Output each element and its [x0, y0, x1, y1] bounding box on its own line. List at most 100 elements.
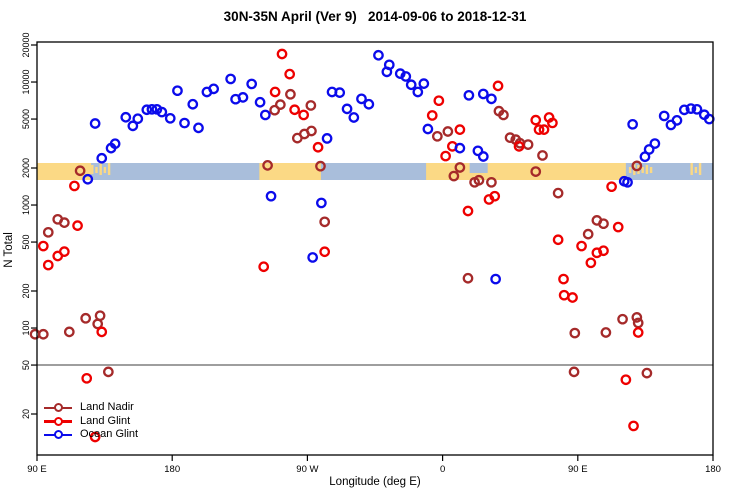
data-point-land-glint	[42, 259, 54, 271]
data-point-land-glint	[289, 104, 300, 116]
y-tick-label: 1000	[21, 195, 31, 215]
data-point-ocean-glint	[321, 133, 333, 144]
data-point-land-glint	[492, 80, 504, 92]
data-point-land-nadir	[462, 272, 474, 284]
data-point-ocean-glint	[348, 112, 360, 123]
land-nadir-symbol-icon	[44, 402, 72, 414]
data-point-land-nadir	[582, 228, 594, 240]
data-point-ocean-glint	[307, 252, 319, 263]
data-point-ocean-glint	[146, 103, 158, 115]
data-point-ocean-glint	[179, 117, 190, 129]
data-point-ocean-glint	[164, 112, 176, 124]
data-point-land-nadir	[262, 160, 273, 171]
data-point-land-nadir	[269, 104, 281, 116]
data-point-land-nadir	[631, 312, 643, 323]
data-point-land-nadir	[552, 187, 564, 199]
data-point-ocean-glint	[254, 96, 266, 108]
data-point-ocean-glint	[127, 120, 139, 132]
data-point-ocean-glint	[463, 89, 475, 101]
data-point-land-nadir	[94, 310, 106, 322]
y-tick-label: 50	[21, 360, 31, 370]
data-point-ocean-glint	[490, 273, 501, 285]
x-tick-label: 0	[440, 464, 445, 475]
y-tick-label: 500	[21, 235, 31, 250]
data-point-ocean-glint	[400, 71, 412, 82]
data-point-land-glint	[606, 181, 617, 193]
data-point-land-nadir	[58, 217, 70, 228]
data-point-land-nadir	[486, 176, 497, 188]
data-point-ocean-glint	[141, 104, 153, 116]
data-point-ocean-glint	[172, 85, 183, 97]
data-point-land-glint	[298, 109, 309, 121]
map-strip-island-speckle	[641, 167, 644, 173]
data-point-land-nadir	[600, 327, 612, 338]
data-point-land-nadir	[305, 100, 317, 111]
data-point-land-glint	[612, 221, 624, 233]
data-point-land-nadir	[431, 130, 443, 142]
legend-label: Land Glint	[80, 414, 131, 427]
data-point-land-nadir	[530, 166, 542, 177]
map-strip-island-speckle	[645, 165, 649, 174]
map-strip-island-speckle	[694, 167, 698, 173]
x-tick-label: 180	[705, 464, 721, 475]
data-point-land-glint	[538, 124, 550, 136]
y-tick-label: 20	[21, 409, 31, 419]
data-point-ocean-glint	[454, 142, 466, 154]
map-strip-island-speckle	[103, 167, 107, 173]
data-point-ocean-glint	[89, 118, 101, 129]
data-point-land-glint	[58, 246, 70, 257]
data-point-land-glint	[89, 431, 101, 443]
data-point-ocean-glint	[678, 104, 690, 116]
y-axis-title: N Total	[3, 232, 15, 268]
data-point-ocean-glint	[472, 145, 484, 157]
data-point-ocean-glint	[225, 73, 236, 85]
map-strip-sea-notch	[469, 163, 488, 173]
land-glint-symbol-icon	[44, 415, 72, 427]
data-point-ocean-glint	[187, 98, 199, 110]
data-point-land-nadir	[498, 109, 509, 121]
data-point-land-glint	[558, 289, 570, 301]
data-point-ocean-glint	[132, 113, 144, 125]
x-tick-label: 90 W	[296, 464, 318, 475]
data-point-land-nadir	[617, 313, 628, 325]
data-point-land-nadir	[103, 366, 114, 378]
map-strip-land-segment	[259, 163, 321, 180]
legend-label: Land Nadir	[80, 401, 134, 413]
data-point-land-glint	[585, 257, 597, 269]
data-point-ocean-glint	[109, 138, 121, 150]
data-point-land-nadir	[569, 327, 581, 339]
data-point-land-glint	[312, 141, 324, 153]
data-point-ocean-glint	[649, 138, 661, 149]
data-point-land-nadir	[442, 126, 454, 137]
data-point-land-glint	[513, 140, 525, 152]
data-point-ocean-glint	[316, 197, 327, 209]
data-point-land-glint	[440, 150, 451, 162]
data-point-land-nadir	[632, 317, 644, 329]
map-strip-island-speckle	[628, 167, 632, 173]
data-point-ocean-glint	[486, 93, 497, 105]
y-tick-label: 20000	[21, 32, 31, 57]
data-point-ocean-glint	[622, 176, 633, 188]
data-point-land-nadir	[537, 150, 548, 161]
data-point-land-glint	[269, 86, 281, 98]
data-point-ocean-glint	[193, 122, 204, 134]
data-point-land-glint	[319, 246, 331, 258]
ocean-glint-symbol-icon	[44, 429, 72, 441]
map-strip-island-speckle	[95, 167, 98, 173]
data-point-ocean-glint	[341, 103, 353, 115]
data-point-ocean-glint	[658, 110, 670, 122]
data-point-land-nadir	[63, 326, 75, 338]
data-point-land-glint	[96, 326, 108, 338]
data-point-land-glint	[276, 48, 288, 60]
data-point-land-nadir	[448, 170, 460, 182]
data-point-land-nadir	[315, 160, 326, 172]
legend-label: Ocean Glint	[80, 428, 139, 441]
data-point-land-glint	[72, 220, 83, 231]
legend-item-ocean-glint: Ocean Glint	[44, 428, 138, 442]
data-point-land-nadir	[306, 125, 317, 137]
data-point-ocean-glint	[477, 151, 489, 162]
data-point-ocean-glint	[383, 59, 395, 71]
data-point-ocean-glint	[422, 123, 434, 135]
